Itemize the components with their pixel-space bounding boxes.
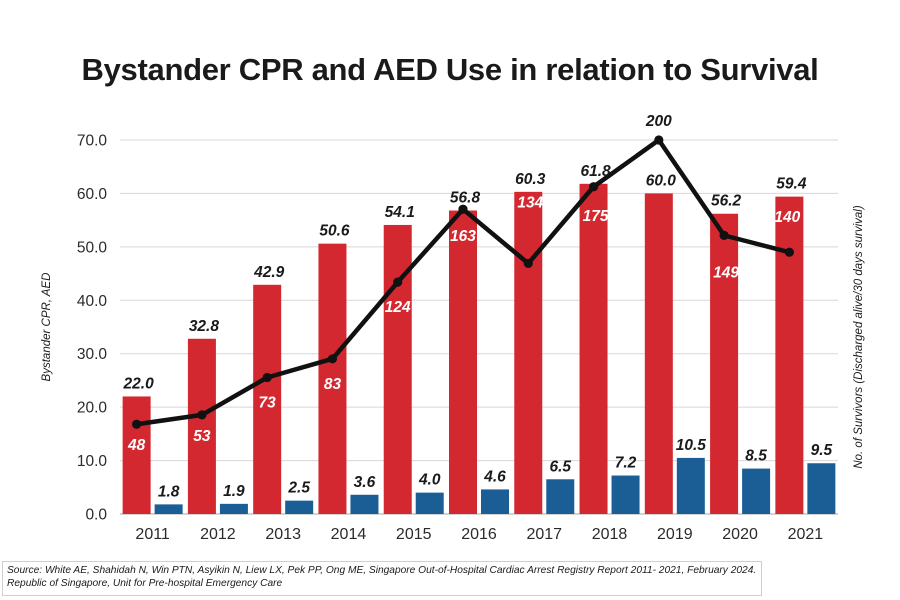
line-marker-survivors — [197, 410, 207, 420]
data-label-aed-use: 6.5 — [549, 458, 571, 475]
data-label-survivors: 149 — [713, 264, 739, 281]
bar-bystander-cpr — [122, 396, 151, 514]
data-label-aed-use: 9.5 — [811, 442, 833, 459]
line-marker-survivors — [262, 372, 272, 383]
line-marker-survivors — [719, 230, 729, 240]
bar-aed-use — [676, 457, 705, 514]
data-label-bystander-cpr: 22.0 — [123, 375, 155, 392]
line-marker-survivors — [458, 204, 468, 214]
data-label-bystander-cpr: 61.8 — [580, 163, 611, 180]
y-axis-tick-label: 20.0 — [77, 400, 108, 417]
data-label-survivors: 83 — [324, 376, 342, 393]
bar-bystander-cpr — [187, 338, 216, 514]
data-label-survivors: 163 — [450, 228, 476, 245]
x-axis-tick-label: 2020 — [722, 526, 758, 543]
bar-aed-use — [154, 504, 183, 514]
data-label-aed-use: 4.6 — [483, 468, 506, 485]
secondary-y-axis-title: No. of Survivors (Discharged alive/30 da… — [853, 205, 865, 468]
bar-aed-use — [807, 463, 836, 514]
line-marker-survivors — [654, 135, 664, 145]
data-label-survivors: 134 — [517, 194, 543, 211]
data-label-survivors: 200 — [645, 113, 672, 130]
bar-aed-use — [611, 475, 640, 514]
data-label-aed-use: 4.0 — [418, 472, 441, 489]
data-label-survivors: 140 — [774, 209, 800, 226]
bar-aed-use — [546, 479, 575, 514]
data-label-aed-use: 10.5 — [676, 437, 707, 454]
data-label-survivors: 48 — [127, 437, 146, 454]
data-label-bystander-cpr: 59.4 — [776, 176, 807, 193]
x-axis-tick-label: 2012 — [200, 526, 236, 543]
data-label-bystander-cpr: 54.1 — [385, 204, 415, 221]
bar-bystander-cpr — [449, 210, 477, 515]
chart-plot-area: 0.0 10.0 20.0 30.0 40.0 50.0 60.0 70.0 Bystander… — [41, 113, 865, 543]
source-line-1: Source: White AE, Shahidah N, Win PTN, A… — [7, 565, 757, 576]
data-label-aed-use: 3.6 — [354, 474, 376, 491]
data-label-survivors: 175 — [583, 208, 609, 225]
bar-bystander-cpr — [644, 193, 673, 514]
data-label-bystander-cpr: 60.3 — [515, 171, 546, 188]
bar-bystander-cpr — [579, 183, 608, 514]
y-axis-tick-label: 30.0 — [77, 346, 108, 363]
x-axis-tick-label: 2016 — [461, 526, 497, 543]
x-axis-tick-label: 2018 — [592, 526, 628, 543]
data-label-bystander-cpr: 56.8 — [450, 190, 481, 207]
bar-aed-use — [285, 500, 314, 514]
data-label-aed-use: 2.5 — [287, 480, 310, 497]
bar-aed-use — [742, 468, 771, 514]
x-axis-tick-label: 2015 — [396, 526, 432, 543]
x-axis-tick-label: 2011 — [135, 526, 170, 543]
bar-aed-use — [350, 494, 379, 514]
line-marker-survivors — [393, 277, 403, 287]
bar-bystander-cpr — [514, 191, 543, 514]
line-marker-survivors — [327, 354, 338, 364]
data-label-bystander-cpr: 56.2 — [711, 193, 742, 210]
data-label-survivors: 53 — [193, 428, 211, 445]
page-title: Bystander CPR and AED Use in relation to… — [81, 52, 819, 87]
data-label-aed-use: 7.2 — [615, 455, 637, 472]
data-label-bystander-cpr: 60.0 — [646, 172, 677, 189]
x-axis-tick-label: 2019 — [657, 526, 693, 543]
data-label-bystander-cpr: 42.9 — [253, 264, 285, 281]
source-line-2: Republic of Singapore, Unit for Pre-hosp… — [7, 577, 283, 589]
y-axis-tick-label: 50.0 — [77, 239, 108, 256]
bar-bystander-cpr — [775, 196, 804, 515]
y-axis-tick-label: 0.0 — [85, 507, 107, 524]
y-axis-tick-label: 70.0 — [77, 133, 108, 150]
line-marker-survivors — [132, 419, 142, 429]
data-label-bystander-cpr: 32.8 — [189, 318, 220, 335]
line-marker-survivors — [523, 258, 533, 269]
data-label-aed-use: 1.9 — [223, 483, 245, 500]
bar-bystander-cpr — [253, 284, 282, 514]
data-label-aed-use: 8.5 — [745, 448, 767, 465]
y-axis-tick-label: 10.0 — [77, 453, 108, 470]
data-label-survivors: 124 — [385, 299, 411, 316]
x-axis-tick-label: 2013 — [265, 526, 301, 543]
y-axis-tick-label: 40.0 — [77, 293, 108, 310]
source-note: Source: White AE, Shahidah N, Win PTN, A… — [2, 561, 762, 596]
bar-bystander-cpr — [710, 213, 739, 514]
data-label-survivors: 73 — [259, 394, 277, 411]
bar-aed-use — [415, 492, 444, 514]
line-marker-survivors — [784, 247, 794, 257]
bar-aed-use — [219, 503, 248, 514]
data-label-aed-use: 1.8 — [158, 483, 180, 500]
x-axis-tick-label: 2017 — [526, 526, 562, 543]
line-marker-survivors — [588, 182, 599, 192]
y-axis-tick-label: 60.0 — [77, 186, 108, 203]
x-axis-tick-label: 2014 — [331, 526, 367, 543]
bar-bystander-cpr — [318, 243, 347, 514]
bar-aed-use — [481, 489, 509, 514]
x-axis-tick-label: 2021 — [788, 526, 824, 543]
data-label-bystander-cpr: 50.6 — [319, 223, 350, 240]
y-axis-title: Bystander CPR, AED — [41, 273, 53, 382]
